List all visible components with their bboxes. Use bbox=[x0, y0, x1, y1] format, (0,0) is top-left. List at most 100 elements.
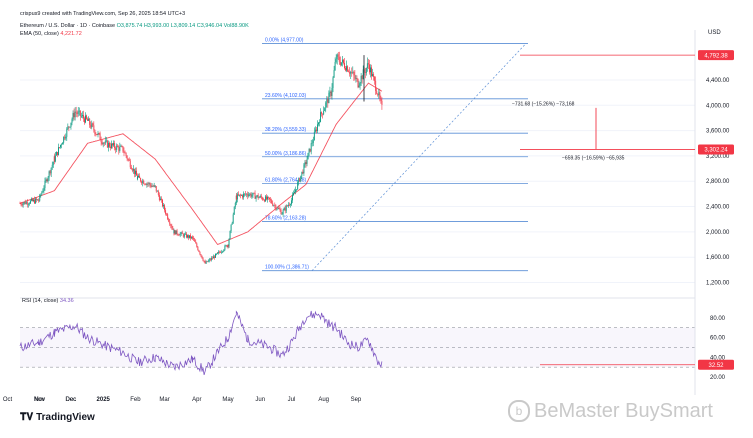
candle-body bbox=[329, 91, 331, 93]
y-tick-label: 1,200.00 bbox=[706, 281, 730, 287]
candle-body bbox=[309, 148, 311, 152]
ema-legend-label: EMA (50, close) bbox=[20, 31, 59, 37]
candle-body bbox=[189, 235, 190, 238]
candle-body bbox=[252, 192, 254, 196]
candle-body bbox=[44, 180, 46, 188]
candle-body bbox=[178, 234, 180, 236]
candle-body bbox=[39, 194, 41, 201]
candle-body bbox=[270, 199, 272, 201]
candle-body bbox=[42, 190, 44, 193]
candle-body bbox=[379, 92, 381, 99]
candle-body bbox=[206, 261, 208, 262]
candle-body bbox=[243, 193, 245, 198]
candle-body bbox=[35, 198, 37, 204]
candle-body bbox=[23, 201, 25, 204]
candle-body bbox=[222, 251, 224, 252]
y-tick-label: 3,200.00 bbox=[706, 154, 730, 160]
candle-body bbox=[179, 233, 181, 236]
tradingview-logo[interactable]: 𝐓𝐕 TradingView bbox=[20, 412, 95, 423]
candle-body bbox=[248, 194, 250, 197]
candle-body bbox=[120, 146, 122, 147]
candle-body bbox=[234, 202, 236, 207]
candle-body bbox=[352, 71, 354, 73]
ohlc-open: O3,875.74 bbox=[116, 23, 143, 29]
price-grid bbox=[20, 79, 695, 284]
candle-body bbox=[25, 202, 27, 204]
candle-body bbox=[182, 233, 184, 237]
watermark: b BeMaster BuySmart bbox=[508, 400, 713, 423]
candle-body bbox=[199, 251, 201, 255]
candle-body bbox=[164, 205, 166, 211]
candle-body bbox=[375, 80, 377, 91]
candle-body bbox=[347, 66, 349, 72]
candle-body bbox=[246, 193, 248, 195]
price-tags: 4,792.38 3,302.24 32.52 bbox=[520, 50, 734, 370]
candle-body bbox=[325, 102, 327, 109]
candle-body bbox=[94, 130, 96, 135]
candle-body bbox=[89, 118, 91, 125]
watermark-icon: b bbox=[508, 400, 530, 422]
candle-body bbox=[200, 254, 202, 256]
candle-body bbox=[100, 139, 102, 142]
candle-body bbox=[27, 204, 29, 205]
candle-body bbox=[261, 197, 263, 200]
candle-body bbox=[368, 64, 370, 73]
fib-level-label: 38.20% (3,559.33) bbox=[265, 127, 306, 133]
candle-body bbox=[221, 251, 223, 253]
candle-body bbox=[54, 155, 56, 162]
candle-body bbox=[138, 175, 140, 178]
candle-body bbox=[81, 115, 83, 116]
candle-body bbox=[215, 253, 216, 258]
candle-body bbox=[108, 142, 110, 147]
candle-body bbox=[158, 194, 160, 201]
candle-body bbox=[195, 241, 197, 244]
candle-body bbox=[65, 136, 67, 139]
candle-body bbox=[154, 186, 156, 187]
candle-body bbox=[348, 71, 350, 73]
candle-body bbox=[145, 184, 147, 185]
ohlc-volume: Vol88.90K bbox=[223, 23, 249, 29]
candle-body bbox=[331, 87, 333, 96]
candle-body bbox=[51, 164, 53, 168]
candle-body bbox=[45, 179, 47, 181]
candle-body bbox=[361, 75, 363, 80]
watermark-text: BeMaster BuySmart bbox=[534, 400, 713, 422]
candle-body bbox=[77, 111, 79, 114]
candle-body bbox=[219, 251, 221, 253]
rsi-legend[interactable]: RSI (14, close) 34.36 bbox=[22, 298, 74, 305]
candle-body bbox=[357, 78, 359, 88]
candle-body bbox=[75, 111, 77, 113]
candle-body bbox=[80, 115, 82, 117]
candle-body bbox=[297, 182, 299, 190]
candle-body bbox=[151, 186, 153, 187]
candle-body bbox=[346, 66, 348, 71]
ema-legend[interactable]: EMA (50, close) 4,221.72 bbox=[20, 31, 82, 38]
candle-body bbox=[43, 187, 45, 191]
candle-body bbox=[278, 207, 280, 209]
candle-body bbox=[204, 262, 206, 264]
candle-body bbox=[124, 152, 126, 154]
candle-body bbox=[166, 213, 168, 215]
candle-body bbox=[362, 69, 364, 80]
candle-body bbox=[78, 110, 80, 112]
candle-body bbox=[283, 208, 285, 211]
candle-body bbox=[311, 142, 313, 144]
candle-body bbox=[245, 193, 247, 195]
candle-body bbox=[115, 148, 117, 150]
candle-body bbox=[92, 123, 94, 126]
candle-body bbox=[186, 235, 188, 238]
candle-body bbox=[227, 244, 229, 247]
candle-body bbox=[136, 170, 137, 176]
candle-body bbox=[150, 184, 152, 187]
candle-body bbox=[266, 196, 267, 200]
candle-body bbox=[223, 249, 225, 252]
candle-body bbox=[276, 208, 278, 210]
candle-body bbox=[342, 59, 344, 63]
candle-body bbox=[231, 222, 233, 225]
candle-body bbox=[240, 194, 241, 196]
candle-body bbox=[99, 133, 101, 140]
candle-body bbox=[86, 115, 88, 119]
candle-body bbox=[73, 112, 75, 118]
candle-body bbox=[53, 156, 55, 162]
